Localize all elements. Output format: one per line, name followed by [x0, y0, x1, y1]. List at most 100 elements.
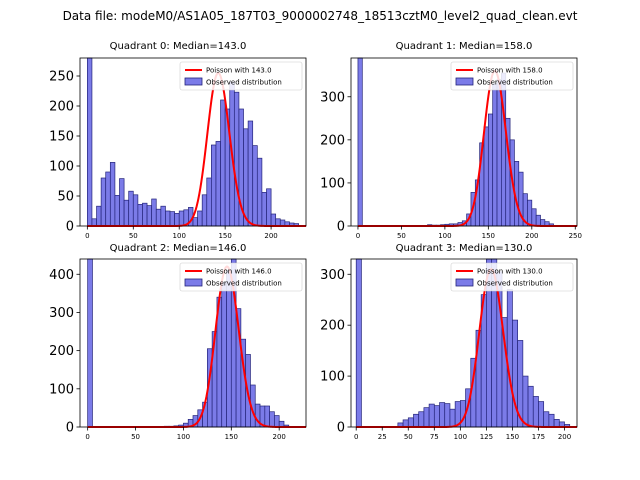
histogram-bar	[128, 190, 134, 227]
histogram-bar	[527, 385, 534, 428]
histogram-bar	[119, 178, 125, 227]
histogram-bar	[160, 205, 166, 227]
legend-box	[179, 61, 303, 91]
y-tick-label: 50	[57, 190, 74, 205]
histogram-bar	[531, 208, 537, 227]
subplot-quadrant-3: Quadrant 3: Median=130.0 0 25 50 75 100 125 15…	[320, 243, 578, 441]
x-tick-label: 0	[354, 433, 358, 441]
histogram-bar	[275, 218, 281, 227]
x-tick-label: 200	[272, 433, 285, 441]
legend-observed-label: Observed distribution	[206, 79, 282, 87]
y-tick-label: 0	[66, 421, 74, 436]
histogram-bar	[233, 91, 240, 227]
y-tick-label: 200	[320, 319, 345, 334]
y-axis: 0 100 200 300	[320, 268, 351, 436]
x-tick-label: 200	[264, 232, 277, 240]
legend-observed-label: Observed distribution	[477, 280, 553, 288]
x-tick-label: 50	[404, 433, 413, 441]
subplot-title: Quadrant 1: Median=158.0	[396, 41, 533, 52]
histogram-bar	[100, 177, 107, 227]
x-tick-label: 0	[85, 232, 89, 240]
y-axis: 0 50 100 150 200 250	[49, 70, 80, 235]
y-tick-label: 300	[320, 268, 345, 283]
plot-frame	[79, 258, 307, 428]
y-tick-label: 100	[320, 176, 345, 191]
y-tick-label: 400	[49, 268, 74, 283]
histogram-bar	[109, 162, 116, 227]
x-tick-label: 100	[438, 232, 451, 240]
histogram-bar	[220, 99, 226, 227]
legend-observed-swatch	[184, 278, 203, 287]
histogram-bar	[538, 401, 545, 428]
subplot-title: Quadrant 2: Median=146.0	[110, 243, 247, 254]
histogram-bar	[174, 213, 180, 227]
x-tick-label: 50	[129, 232, 138, 240]
histogram-bar	[169, 211, 175, 227]
histogram-bar	[535, 214, 541, 227]
x-tick-label: 0	[356, 232, 360, 240]
histogram-bar	[137, 204, 143, 227]
histogram-bar	[165, 210, 171, 227]
x-tick-label: 175	[532, 433, 545, 441]
legend-box	[450, 262, 574, 292]
legend-observed-label: Observed distribution	[206, 280, 282, 288]
legend-observed-swatch	[455, 278, 474, 287]
bar-series	[357, 57, 554, 227]
x-axis: 0 25 50 75 100 125 150 175 200	[354, 427, 571, 441]
bar-series	[355, 258, 571, 428]
x-tick-label: 25	[378, 433, 387, 441]
y-tick-label: 250	[49, 70, 74, 85]
histogram-bar	[487, 113, 494, 227]
x-tick-label: 0	[85, 433, 89, 441]
histogram-bar	[548, 413, 555, 428]
y-tick-label: 300	[49, 306, 74, 321]
y-axis: 0 100 200 300 400	[49, 268, 80, 436]
histogram-bar	[211, 144, 217, 227]
legend: Poisson with 158.0 Observed distribution	[450, 61, 574, 91]
x-tick-label: 75	[430, 433, 439, 441]
histogram-bar	[215, 141, 221, 227]
x-tick-label: 150	[506, 433, 519, 441]
legend-fit-label: Poisson with 158.0	[477, 67, 543, 75]
histogram-bar	[226, 270, 232, 428]
histogram-bar	[256, 157, 263, 227]
histogram-bar	[269, 411, 275, 428]
x-tick-label: 150	[225, 433, 238, 441]
plot-frame	[79, 57, 307, 227]
y-tick-label: 0	[66, 220, 74, 235]
legend-fit-label: Poisson with 146.0	[206, 268, 272, 276]
histogram-bar	[492, 83, 498, 227]
histogram-bar	[506, 289, 513, 428]
y-tick-label: 100	[49, 382, 74, 397]
subplot-quadrant-1: Quadrant 1: Median=158.0 0 50 100 150 200 250…	[320, 41, 582, 240]
histogram-bar	[105, 171, 111, 227]
legend: Poisson with 146.0 Observed distribution	[179, 262, 303, 292]
histogram-bar	[418, 411, 425, 428]
histogram-bar	[96, 205, 102, 227]
histogram-bar	[87, 258, 93, 428]
histogram-bar	[433, 405, 440, 428]
x-tick-label: 100	[177, 433, 190, 441]
legend: Poisson with 143.0 Observed distribution	[179, 61, 303, 91]
histogram-bar	[413, 413, 420, 428]
x-axis: 0 50 100 150 200 250	[356, 226, 582, 240]
y-tick-label: 100	[320, 370, 345, 385]
histogram-bar	[270, 213, 277, 227]
x-tick-label: 250	[569, 232, 582, 240]
y-tick-label: 100	[49, 160, 74, 175]
x-tick-label: 200	[525, 232, 538, 240]
legend: Poisson with 130.0 Observed distribution	[450, 262, 574, 292]
histogram-bar	[483, 126, 489, 227]
histogram-bar	[407, 417, 414, 428]
legend-fit-label: Poisson with 130.0	[477, 268, 543, 276]
histogram-bar	[123, 199, 130, 227]
x-axis: 0 50 100 150 200	[85, 226, 278, 240]
legend-observed-label: Observed distribution	[477, 79, 553, 87]
y-tick-label: 0	[337, 421, 345, 436]
histogram-bar	[553, 419, 560, 428]
histogram-bar	[261, 192, 267, 227]
legend-observed-swatch	[455, 77, 474, 86]
histogram-bar	[192, 217, 198, 227]
plot-frame	[350, 57, 578, 227]
histogram-bar	[428, 403, 435, 428]
